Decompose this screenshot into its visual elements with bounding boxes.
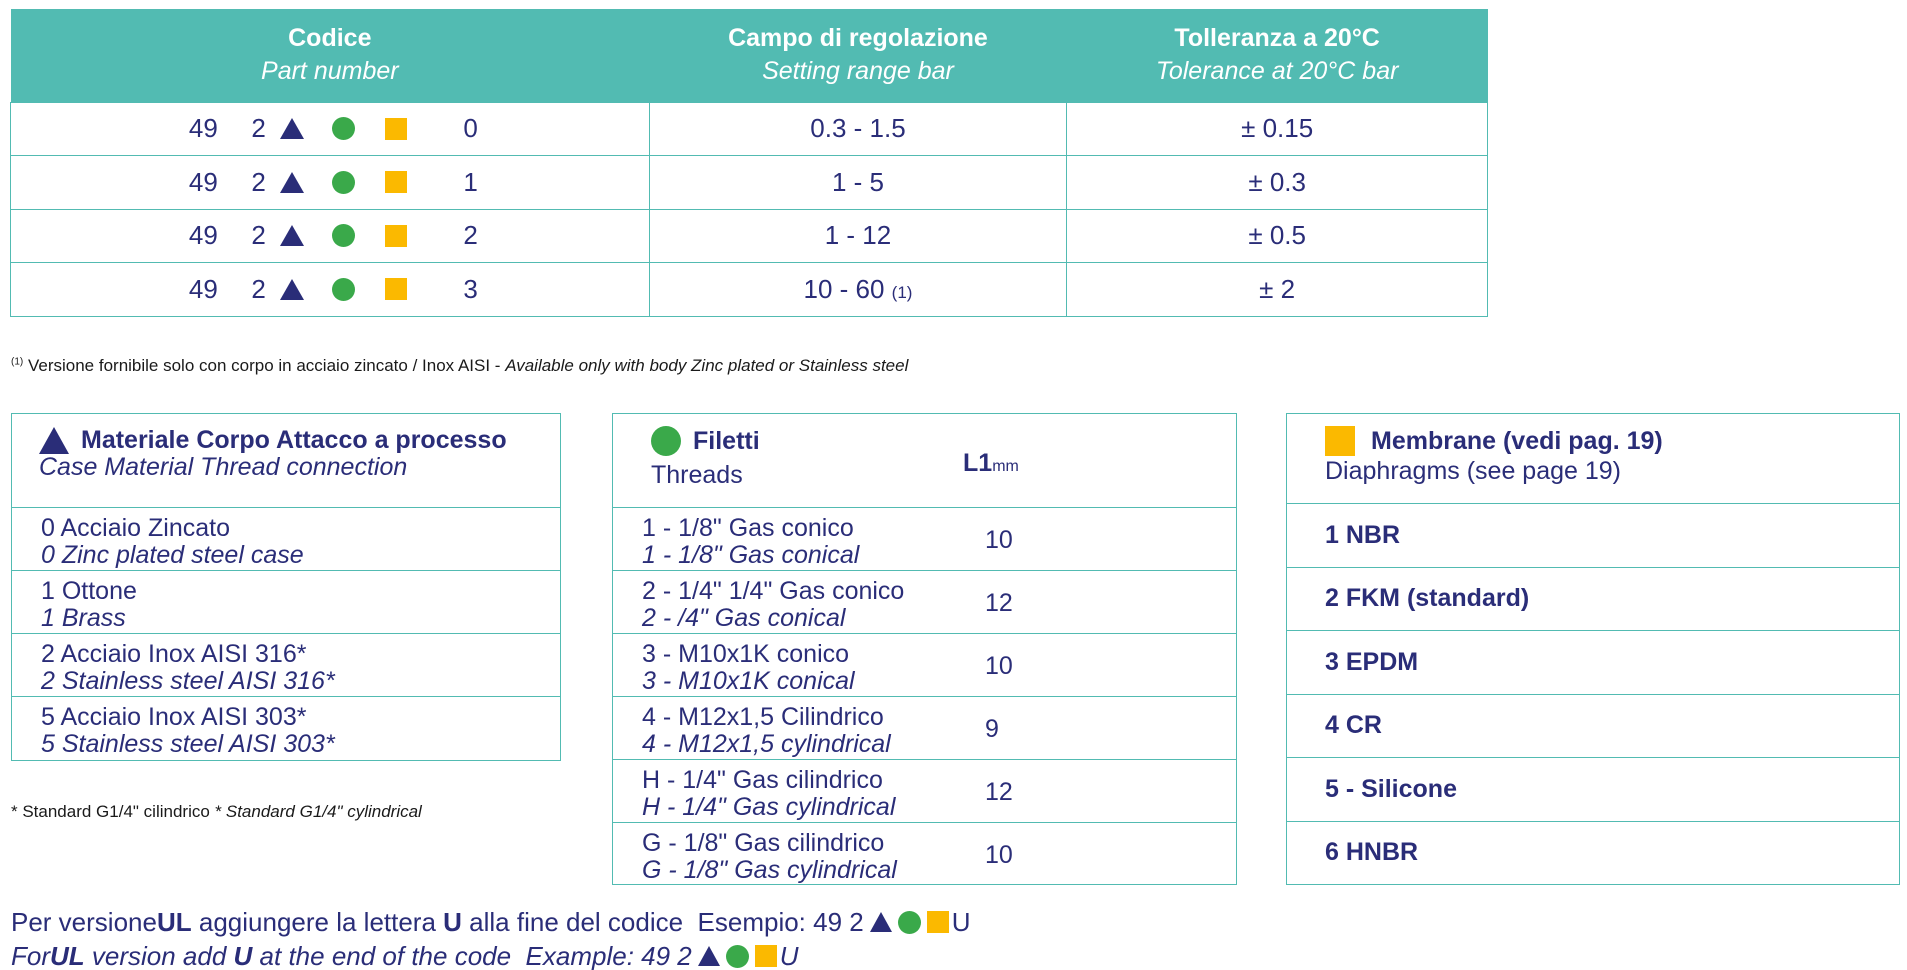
square-icon — [384, 117, 407, 140]
material-box-header: Materiale Corpo Attacco a processo Case … — [12, 414, 560, 507]
circle-icon — [332, 117, 356, 141]
footnote-marker: (1) — [11, 356, 24, 368]
list-item: 2 - 1/4" 1/4" Gas conico 2 - /4" Gas con… — [613, 570, 1236, 633]
table-header-row: Codice Part number Campo di regolazione … — [10, 9, 1488, 102]
footnote-text-en: Available only with body Zinc plated or … — [505, 356, 909, 375]
circle-icon — [332, 277, 356, 301]
square-icon — [926, 911, 949, 933]
range-cell: 10 - 60 (1) — [648, 262, 1068, 317]
ul-version-note: Per versione UL aggiungere la lettera U … — [11, 905, 971, 970]
table-row: 49 2 2 1 - 12 ± 0.5 — [10, 208, 1488, 263]
list-item: 5 Acciaio Inox AISI 303* 5 Stainless ste… — [12, 696, 560, 759]
list-item: 1 NBR — [1287, 503, 1899, 567]
list-item: 2 FKM (standard) — [1287, 566, 1899, 631]
membrane-box: Membrane (vedi pag. 19) Diaphragms (see … — [1286, 413, 1900, 885]
range-cell: 1 - 12 — [648, 208, 1068, 263]
ul-note-line-it: Per versione UL aggiungere la lettera U … — [11, 907, 971, 937]
list-item: 6 HNBR — [1287, 820, 1899, 885]
circle-icon — [725, 944, 749, 968]
list-item: G - 1/8" Gas cilindrico G - 1/8" Gas cyl… — [613, 822, 1236, 885]
tolerance-cell: ± 0.3 — [1066, 155, 1488, 210]
square-icon — [754, 945, 777, 967]
circle-icon — [651, 426, 681, 456]
tolerance-cell: ± 0.5 — [1066, 208, 1488, 263]
table-row: 49 2 0 0.3 - 1.5 ± 0.15 — [10, 101, 1488, 156]
list-item: 3 EPDM — [1287, 630, 1899, 694]
threads-title: Filetti — [693, 426, 760, 455]
list-item: 1 - 1/8" Gas conico 1 - 1/8" Gas conical… — [613, 507, 1236, 570]
threads-box-header: Filetti Threads L1mm — [613, 414, 1236, 507]
membrane-subtitle: Diaphragms (see page 19) — [1325, 457, 1621, 485]
list-item: 0 Acciaio Zincato 0 Zinc plated steel ca… — [12, 507, 560, 570]
part-code-cell: 49 2 2 — [10, 208, 650, 263]
membrane-box-header: Membrane (vedi pag. 19) Diaphragms (see … — [1287, 414, 1899, 503]
list-item: 4 CR — [1287, 693, 1899, 758]
tolerance-cell: ± 2 — [1066, 262, 1488, 317]
triangle-icon — [279, 278, 304, 300]
header-part-number: Codice Part number — [10, 9, 650, 102]
circle-icon — [332, 170, 356, 194]
triangle-icon — [869, 912, 892, 932]
square-icon — [384, 171, 407, 194]
ul-note-line-en: For UL version add U at the end of the c… — [11, 941, 799, 970]
square-icon — [1325, 426, 1355, 456]
table-row: 49 2 1 1 - 5 ± 0.3 — [10, 155, 1488, 210]
triangle-icon — [279, 118, 304, 140]
part-code-cell: 49 2 3 — [10, 262, 650, 317]
header-setting-range: Campo di regolazione Setting range bar — [649, 9, 1067, 102]
material-title: Materiale Corpo Attacco a processo — [81, 426, 507, 454]
range-cell: 1 - 5 — [648, 155, 1068, 210]
list-item: H - 1/4" Gas cilindrico H - 1/4" Gas cyl… — [613, 759, 1236, 822]
list-item: 4 - M12x1,5 Cilindrico 4 - M12x1,5 cylin… — [613, 696, 1236, 759]
triangle-icon — [279, 171, 304, 193]
threads-box: Filetti Threads L1mm 1 - 1/8" Gas conico… — [612, 413, 1237, 885]
material-box: Materiale Corpo Attacco a processo Case … — [11, 413, 561, 761]
square-icon — [384, 224, 407, 247]
square-icon — [384, 278, 407, 301]
triangle-icon — [39, 427, 69, 454]
membrane-title: Membrane (vedi pag. 19) — [1371, 426, 1663, 455]
material-subtitle: Case Material Thread connection — [39, 453, 408, 481]
table-row: 49 2 3 10 - 60 (1) ± 2 — [10, 262, 1488, 317]
triangle-icon — [697, 946, 720, 966]
footnote-text-it: Versione fornibile solo con corpo in acc… — [27, 356, 506, 375]
list-item: 3 - M10x1K conico 3 - M10x1K conical 10 — [613, 633, 1236, 696]
triangle-icon — [279, 225, 304, 247]
tolerance-cell: ± 0.15 — [1066, 101, 1488, 156]
threads-subtitle: Threads — [651, 461, 743, 489]
footnote-ref: (1) — [891, 282, 913, 302]
part-code-cell: 49 2 0 — [10, 101, 650, 156]
l1-column-header: L1mm — [963, 449, 1019, 477]
asterisk-note: * Standard G1/4" cilindrico * Standard G… — [11, 802, 422, 821]
part-number-table: Codice Part number Campo di regolazione … — [10, 9, 1488, 317]
list-item: 2 Acciaio Inox AISI 316* 2 Stainless ste… — [12, 633, 560, 696]
circle-icon — [897, 910, 921, 934]
list-item: 1 Ottone 1 Brass — [12, 570, 560, 633]
range-cell: 0.3 - 1.5 — [648, 101, 1068, 156]
circle-icon — [332, 224, 356, 248]
footnote: (1) Versione fornibile solo con corpo in… — [11, 356, 908, 376]
list-item: 5 - Silicone — [1287, 757, 1899, 821]
part-code-cell: 49 2 1 — [10, 155, 650, 210]
header-tolerance: Tolleranza a 20°C Tolerance at 20°C bar — [1066, 9, 1488, 102]
